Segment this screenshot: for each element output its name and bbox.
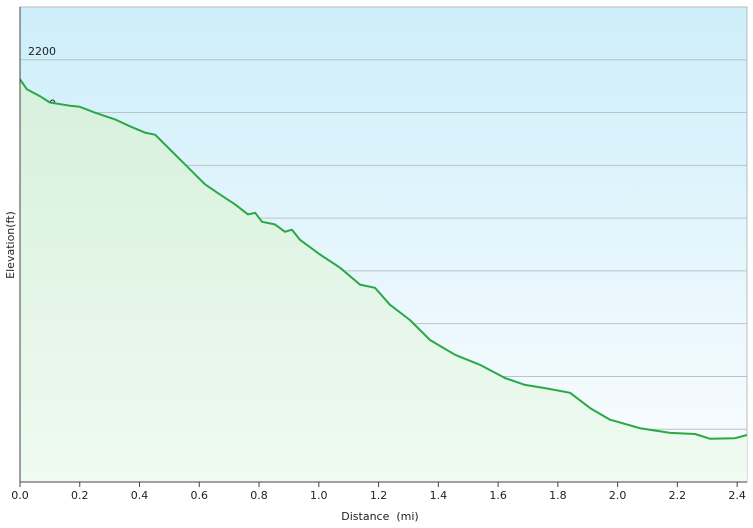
- x-tick-label: 1.6: [489, 489, 507, 502]
- line: [19, 78, 748, 440]
- y-axis-label: Elevation(ft): [4, 211, 17, 279]
- x-tick-label: 0.6: [191, 489, 209, 502]
- x-tick-label: 2.0: [609, 489, 627, 502]
- x-tick-label: 2.2: [669, 489, 687, 502]
- x-tick-label: 1.8: [549, 489, 567, 502]
- x-axis-label: Distance (mi): [341, 510, 418, 523]
- x-tick-label: 0.2: [71, 489, 89, 502]
- x-tick-label: 0.8: [250, 489, 268, 502]
- x-tick-label: 2.4: [728, 489, 746, 502]
- area: [20, 79, 747, 483]
- x-tick-label: 0.0: [11, 489, 29, 502]
- x-tick-label: 1.4: [430, 489, 448, 502]
- x-tick-label: 1.0: [310, 489, 328, 502]
- y-tick-label: 2200: [28, 45, 56, 58]
- x-tick-label: 1.2: [370, 489, 388, 502]
- x-tick-label: 0.4: [131, 489, 149, 502]
